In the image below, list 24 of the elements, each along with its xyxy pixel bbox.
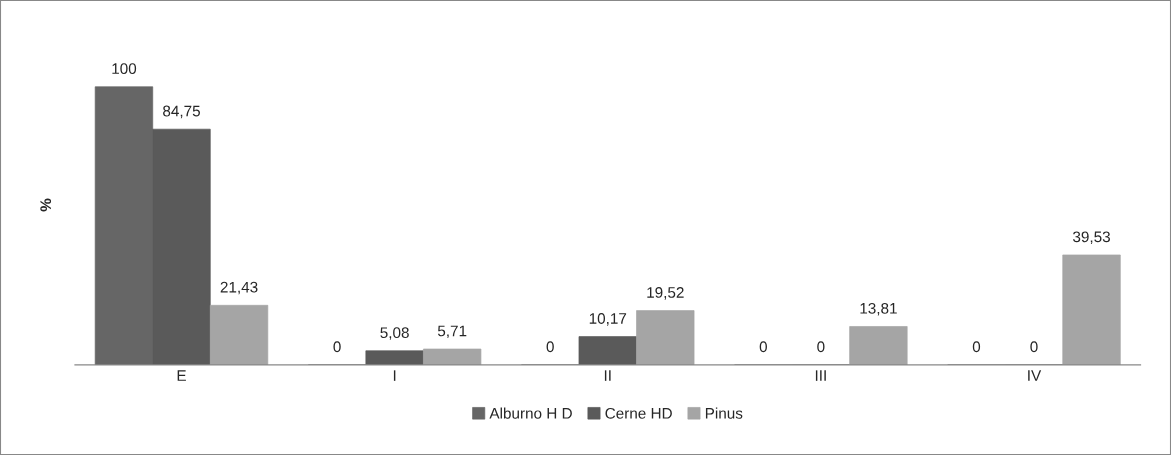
y-axis-title: % xyxy=(40,198,52,212)
data-label: 39,53 xyxy=(1073,231,1110,245)
x-tick-label: I xyxy=(393,370,396,381)
x-tick-label: III xyxy=(815,370,826,381)
data-label: 0 xyxy=(759,341,767,353)
data-label: 5,71 xyxy=(437,325,467,339)
legend-label: Cerne HD xyxy=(605,407,672,419)
data-label: 84,75 xyxy=(163,105,200,119)
data-label: 0 xyxy=(817,341,825,353)
data-label: 0 xyxy=(546,341,554,353)
data-label: 13,81 xyxy=(860,302,897,316)
legend-label: Alburno H D xyxy=(489,407,572,419)
data-label: 0 xyxy=(1030,341,1038,353)
data-label: 19,52 xyxy=(647,287,684,300)
data-label: 0 xyxy=(333,341,341,353)
x-tick-label: E xyxy=(177,370,186,381)
data-label: 0 xyxy=(972,341,981,353)
data-label: 10,17 xyxy=(589,313,627,326)
x-tick-label: II xyxy=(604,370,611,381)
legend-label: Pinus xyxy=(705,407,743,419)
x-tick-label: IV xyxy=(1028,370,1042,381)
data-label: 21,43 xyxy=(220,281,258,295)
data-label: 5,08 xyxy=(380,327,409,340)
data-label: 100 xyxy=(112,63,137,75)
